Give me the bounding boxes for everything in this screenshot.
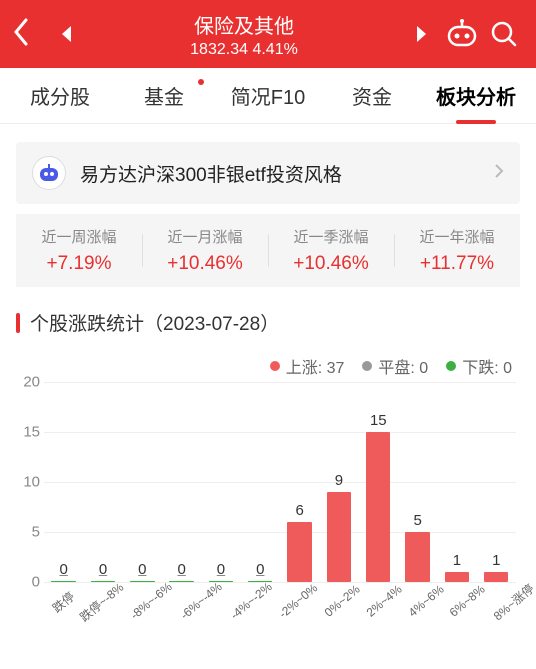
- stat-item[interactable]: 近一季涨幅+10.46%: [268, 226, 394, 275]
- tab-板块分析[interactable]: 板块分析: [424, 81, 528, 110]
- banner-text: 易方达沪深300非银etf投资风格: [80, 160, 494, 187]
- bar-8: 15: [359, 412, 398, 582]
- back-icon[interactable]: [12, 17, 48, 52]
- section-title: 个股涨跌统计（2023-07-28）: [16, 309, 520, 336]
- bar-11: 1: [477, 552, 516, 582]
- bar-5: 0: [241, 561, 280, 582]
- prev-icon[interactable]: [48, 24, 84, 44]
- stat-item[interactable]: 近一周涨幅+7.19%: [16, 226, 142, 275]
- bar-9: 5: [398, 512, 437, 582]
- y-axis: 05101520: [10, 382, 40, 602]
- stat-item[interactable]: 近一年涨幅+11.77%: [394, 226, 520, 275]
- chevron-right-icon: [494, 163, 504, 184]
- banner[interactable]: 易方达沪深300非银etf投资风格: [16, 142, 520, 204]
- robot-icon[interactable]: [440, 19, 484, 49]
- tab-简况F10[interactable]: 简况F10: [216, 81, 320, 110]
- tab-成分股[interactable]: 成分股: [8, 81, 112, 110]
- header-title-box: 保险及其他 1832.34 4.41%: [84, 10, 404, 59]
- bar-10: 1: [437, 552, 476, 582]
- header-title: 保险及其他: [84, 10, 404, 39]
- x-labels: 跌停跌停~-8%-8%~-6%-6%~-4%-4%~-2%-2%~0%0%~2%…: [44, 584, 516, 632]
- tab-资金[interactable]: 资金: [320, 81, 424, 110]
- chart-legend: 上涨: 37 平盘: 0 下跌: 0: [0, 346, 536, 382]
- bar-2: 0: [123, 561, 162, 582]
- header-bar: 保险及其他 1832.34 4.41%: [0, 0, 536, 68]
- bar-3: 0: [162, 561, 201, 582]
- next-icon[interactable]: [404, 24, 440, 44]
- stat-item[interactable]: 近一月涨幅+10.46%: [142, 226, 268, 275]
- banner-robot-icon: [32, 156, 66, 190]
- stats-row: 近一周涨幅+7.19%近一月涨幅+10.46%近一季涨幅+10.46%近一年涨幅…: [16, 214, 520, 287]
- bar-6: 6: [280, 502, 319, 582]
- legend-up: 上涨: 37: [270, 354, 345, 378]
- bar-4: 0: [201, 561, 240, 582]
- legend-down: 下跌: 0: [446, 354, 512, 378]
- header-sub: 1832.34 4.41%: [84, 41, 404, 59]
- bars: 0000006915511: [44, 382, 516, 582]
- tabs-bar: 成分股基金简况F10资金板块分析: [0, 68, 536, 124]
- bar-7: 9: [319, 472, 358, 582]
- legend-flat: 平盘: 0: [362, 354, 428, 378]
- search-icon[interactable]: [484, 20, 524, 48]
- bar-0: 0: [44, 561, 83, 582]
- bar-chart: 05101520 0000006915511 跌停跌停~-8%-8%~-6%-6…: [44, 382, 516, 632]
- tab-基金[interactable]: 基金: [112, 81, 216, 110]
